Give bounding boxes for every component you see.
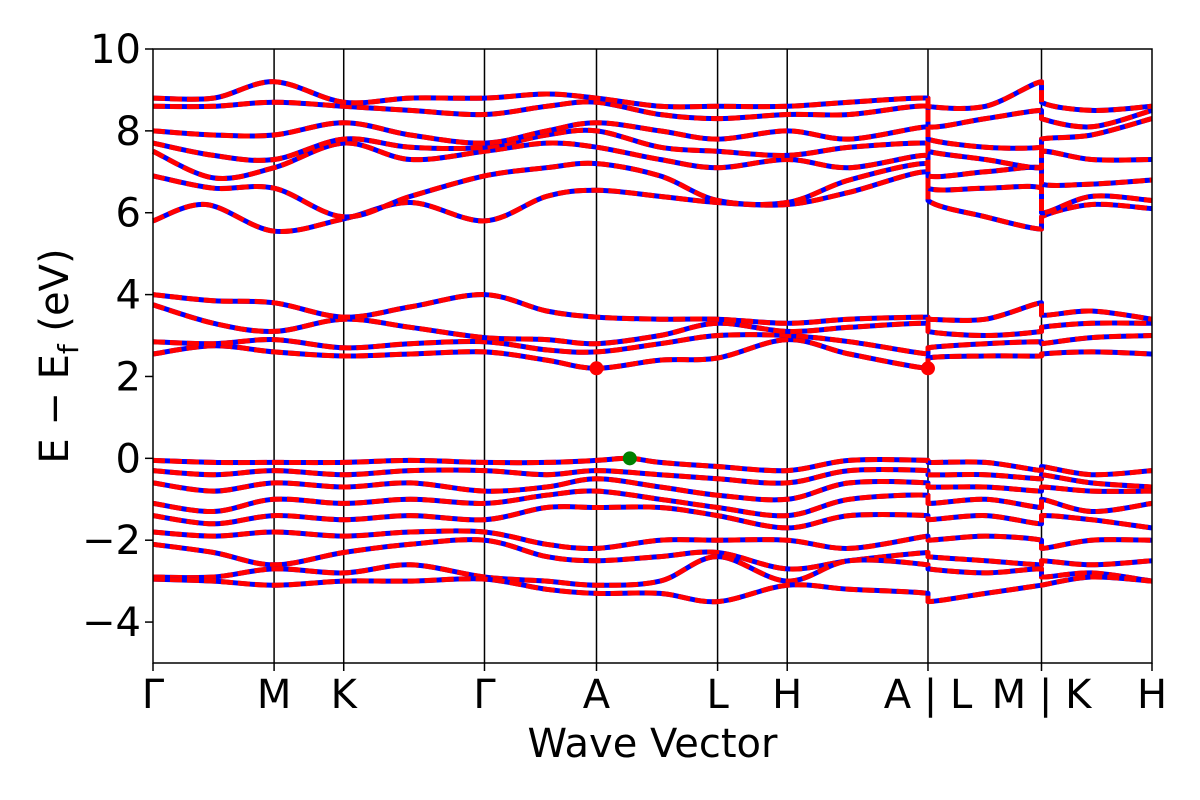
band-4 (152, 116, 1153, 151)
band-9-dash (152, 302, 1153, 347)
band-12-dash (152, 467, 1153, 490)
y-axis-label-main: E − E (32, 354, 78, 464)
vbm-marker-2 (622, 451, 637, 466)
band-7 (152, 337, 1153, 371)
band-7-dash (152, 337, 1153, 371)
band-1-base (152, 160, 1153, 220)
y-tick-label-4: 4 (116, 273, 141, 319)
band-12 (152, 467, 1153, 490)
band-15-dash (152, 504, 1153, 531)
band-6 (152, 79, 1153, 113)
y-tick-label-2: 0 (116, 436, 141, 482)
band-17 (152, 537, 1153, 572)
y-axis-label-subscript: f (52, 343, 85, 354)
cbm-marker-0 (589, 361, 604, 376)
band-6-base (152, 79, 1153, 113)
band-13-dash (152, 476, 1153, 503)
band-6-dash (152, 79, 1153, 113)
band-16 (152, 528, 1153, 552)
band-10-dash (152, 292, 1153, 326)
band-0-dash (152, 169, 1153, 235)
band-edge-markers (589, 361, 935, 466)
band-11 (152, 455, 1153, 478)
band-16-dash (152, 528, 1153, 552)
y-tick-label-0: −4 (82, 600, 141, 646)
band-18-dash (152, 554, 1153, 588)
band-11-dash (152, 455, 1153, 478)
band-8 (152, 332, 1153, 357)
y-axis-ticks: −4 −2 0 2 4 6 8 10 (82, 27, 153, 646)
plot-frame (152, 48, 1153, 664)
y-axis-label-unit: (eV) (32, 248, 78, 344)
x-tick-label-2: K (331, 672, 359, 718)
band-10-base (152, 292, 1153, 326)
band-lines (151, 79, 1153, 605)
band-19-dash (152, 574, 1153, 605)
band-19 (152, 574, 1153, 605)
band-3 (152, 127, 1153, 171)
band-5 (152, 99, 1153, 130)
band-18 (152, 554, 1153, 588)
band-0 (152, 169, 1153, 235)
x-tick-label-7: A | L (884, 672, 973, 718)
x-tick-label-3: Γ (473, 672, 496, 718)
band-15 (152, 504, 1153, 531)
y-tick-label-7: 10 (90, 27, 141, 73)
x-tick-label-8: M | K (992, 672, 1093, 718)
band-4-dash (152, 116, 1153, 151)
band-14 (152, 488, 1153, 519)
band-17-base (152, 537, 1153, 572)
x-tick-label-4: A (583, 672, 611, 718)
band-10 (152, 292, 1153, 326)
y-tick-label-3: 2 (116, 354, 141, 400)
band-5-dash (152, 99, 1153, 130)
band-9 (152, 302, 1153, 347)
band-8-dash (152, 332, 1153, 357)
y-tick-label-6: 8 (116, 109, 141, 155)
band-13 (152, 476, 1153, 503)
x-tick-label-5: L (706, 672, 729, 718)
band-14-base (152, 488, 1153, 519)
y-tick-label-1: −2 (82, 518, 141, 564)
y-axis-label: E − Ef (eV) (32, 248, 85, 463)
x-tick-label-1: M (257, 672, 292, 718)
band-17-dash (152, 537, 1153, 572)
band-2-dash (151, 140, 1153, 188)
x-tick-label-9: H (1137, 672, 1167, 718)
band-14-dash (152, 488, 1153, 519)
y-tick-label-5: 6 (116, 191, 141, 237)
x-axis-label: Wave Vector (528, 721, 779, 767)
x-tick-label-0: Γ (142, 672, 165, 718)
band-2 (151, 140, 1153, 188)
band-1 (152, 160, 1153, 220)
cbm-marker-1 (920, 361, 935, 376)
band-3-dash (152, 127, 1153, 171)
x-tick-label-6: H (772, 672, 802, 718)
